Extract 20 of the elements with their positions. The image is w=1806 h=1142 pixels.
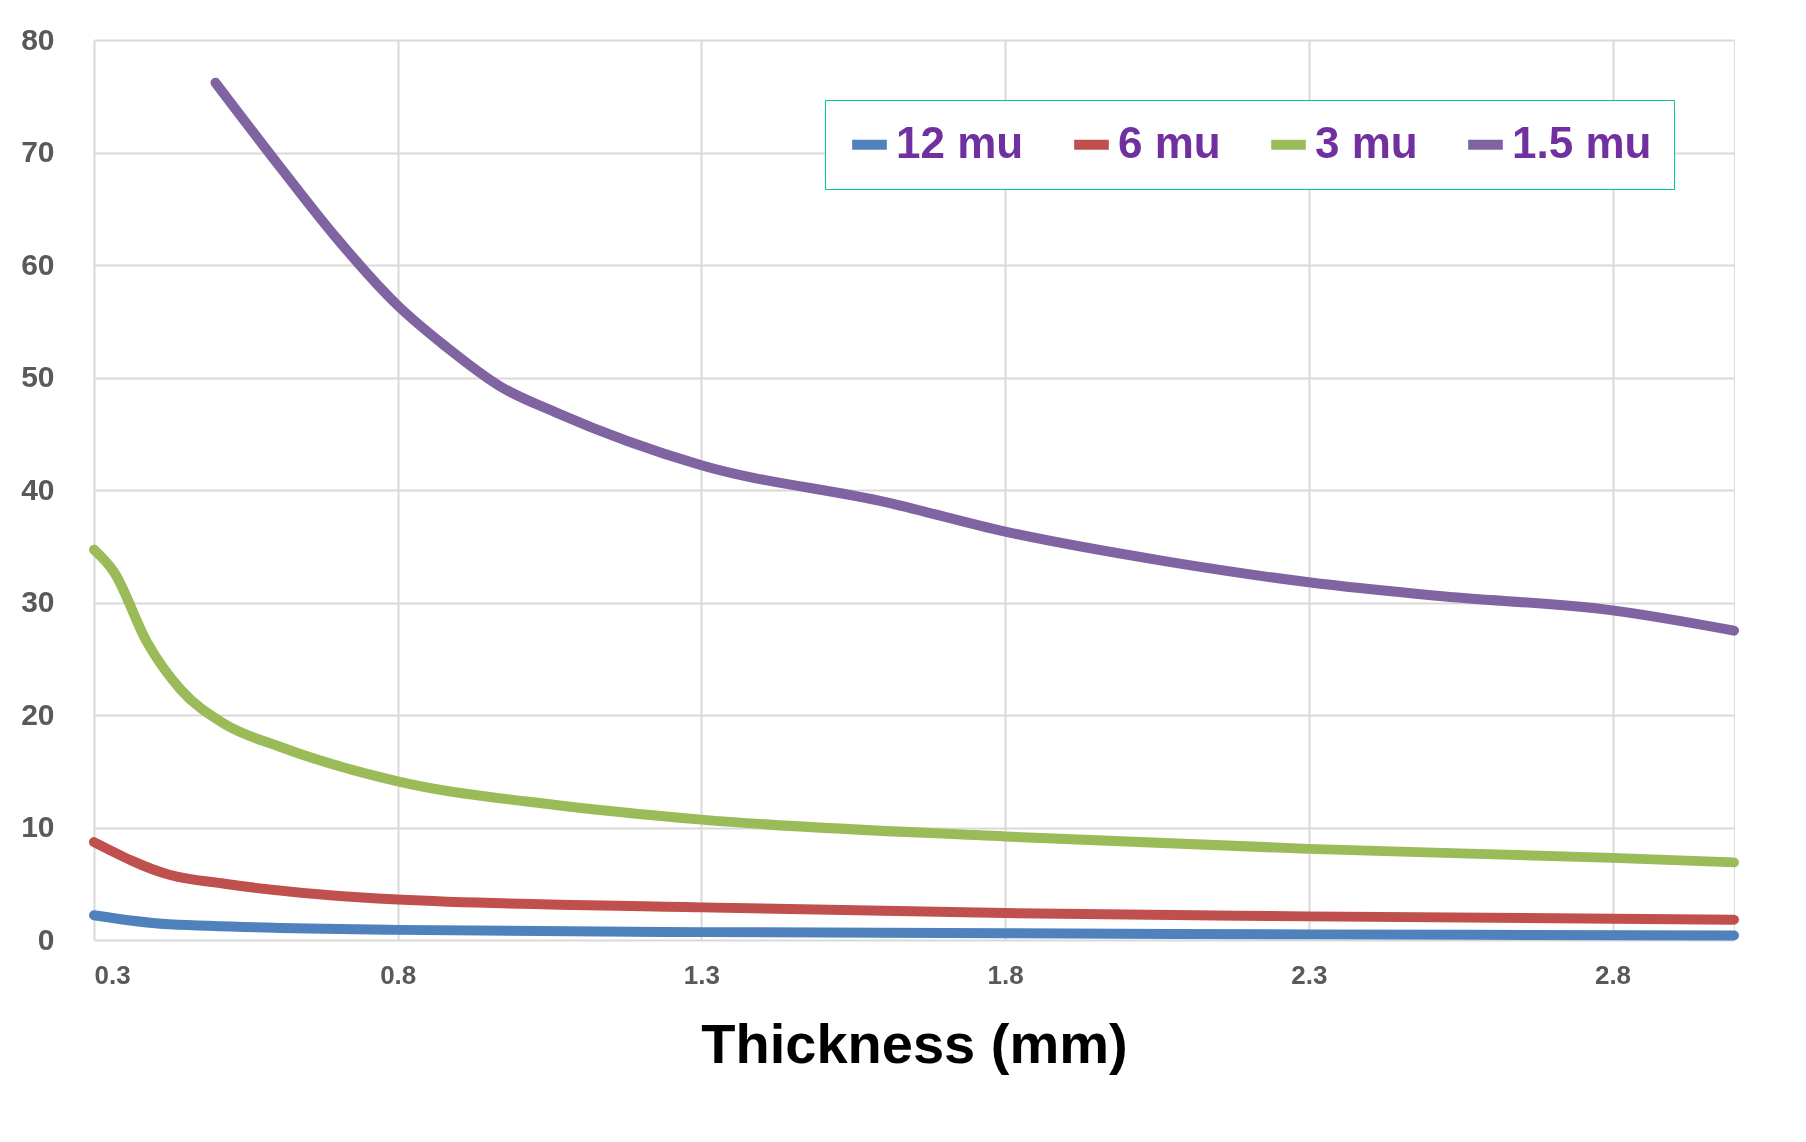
y-tick-label: 0 bbox=[37, 922, 55, 956]
y-tick-label: 70 bbox=[21, 135, 55, 168]
x-axis-title: Thickness (mm) bbox=[701, 1011, 1128, 1075]
x-tick-label: 1.3 bbox=[683, 959, 720, 990]
y-tick-label: 50 bbox=[21, 360, 55, 393]
y-tick-label: 80 bbox=[21, 22, 55, 56]
x-tick-label: 0.8 bbox=[380, 959, 417, 990]
legend-label: 3 mu bbox=[1315, 117, 1418, 167]
y-tick-label: 30 bbox=[21, 585, 55, 618]
x-tick-label: 2.3 bbox=[1291, 959, 1328, 990]
legend-label: 12 mu bbox=[896, 117, 1024, 167]
y-tick-label: 60 bbox=[21, 247, 55, 281]
legend-label: 6 mu bbox=[1118, 117, 1221, 167]
legend-label: 1.5 mu bbox=[1512, 117, 1652, 167]
x-tick-label: 2.8 bbox=[1594, 959, 1632, 990]
x-tick-label: 0.3 bbox=[94, 959, 131, 990]
y-tick-label: 10 bbox=[21, 810, 55, 843]
x-tick-label: 1.8 bbox=[987, 959, 1024, 990]
y-tick-label: 40 bbox=[21, 472, 55, 506]
y-tick-label: 20 bbox=[21, 697, 55, 731]
